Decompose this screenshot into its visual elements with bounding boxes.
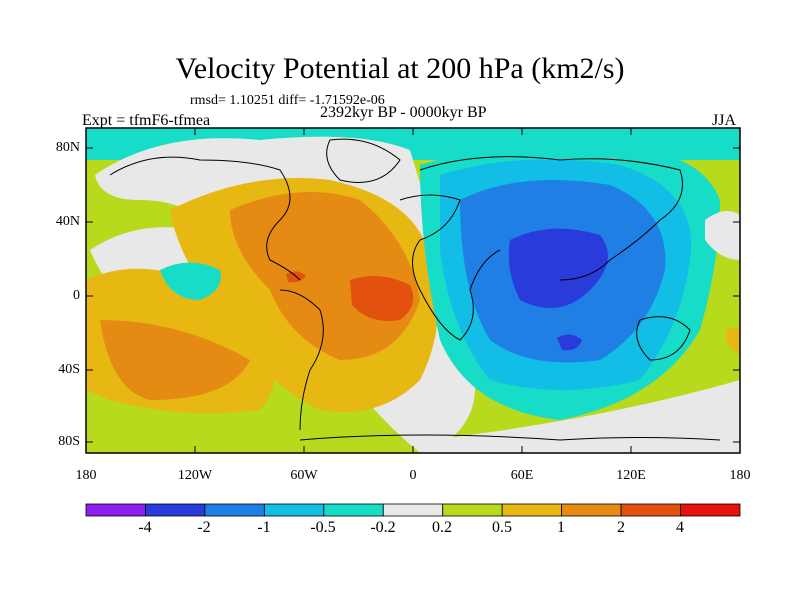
colorbar-label: -0.5 xyxy=(310,519,336,536)
colorbar-swatch xyxy=(145,503,206,517)
colorbar-swatch xyxy=(620,503,681,517)
contour-field xyxy=(86,128,740,453)
colorbar-swatch xyxy=(204,503,265,517)
x-ticks xyxy=(85,128,741,453)
y-label-0: 0 xyxy=(73,288,80,303)
y-label-80n: 80N xyxy=(55,140,80,155)
y-label-40s: 40S xyxy=(58,362,80,377)
x-label-60w: 60W xyxy=(290,468,318,483)
colorbar-swatch xyxy=(323,503,384,517)
colorbar-swatch xyxy=(442,503,503,517)
colorbar-label: 1 xyxy=(557,519,565,536)
colorbar-swatch xyxy=(85,503,146,517)
y-ticks xyxy=(86,147,740,443)
coastlines xyxy=(109,138,721,441)
colorbar-label: 0.2 xyxy=(432,519,452,536)
x-label-0: 0 xyxy=(409,468,417,483)
colorbar-label: -0.2 xyxy=(370,519,396,536)
colorbar-label: 0.5 xyxy=(492,519,512,536)
colorbar-label: -1 xyxy=(257,519,271,536)
colorbar-swatch xyxy=(382,503,444,517)
colorbar-swatch xyxy=(680,503,741,517)
colorbar xyxy=(85,503,741,517)
x-label-120e: 120E xyxy=(616,468,646,483)
x-label-60e: 60E xyxy=(510,468,534,483)
y-label-80s: 80S xyxy=(58,434,80,449)
x-label-180e: 180 xyxy=(729,468,751,483)
colorbar-swatch xyxy=(263,503,325,517)
period-label: 2392kyr BP - 0000kyr BP xyxy=(320,104,487,121)
season-label: JJA xyxy=(712,112,737,129)
stats-text: rmsd= 1.10251 diff= -1.71592e-06 xyxy=(190,93,385,108)
y-label-40n: 40N xyxy=(55,214,80,229)
colorbar-swatch xyxy=(561,503,622,517)
colorbar-label: -2 xyxy=(197,519,211,536)
colorbar-label: 4 xyxy=(676,519,684,536)
x-label-180w: 180 xyxy=(75,468,97,483)
colorbar-label: 2 xyxy=(617,519,625,536)
x-label-120w: 120W xyxy=(177,468,213,483)
experiment-label: Expt = tfmF6-tfmea xyxy=(82,112,211,129)
colorbar-label: -4 xyxy=(138,519,152,536)
colorbar-swatch xyxy=(501,503,563,517)
map-title: Velocity Potential at 200 hPa (km2/s) xyxy=(175,52,625,85)
